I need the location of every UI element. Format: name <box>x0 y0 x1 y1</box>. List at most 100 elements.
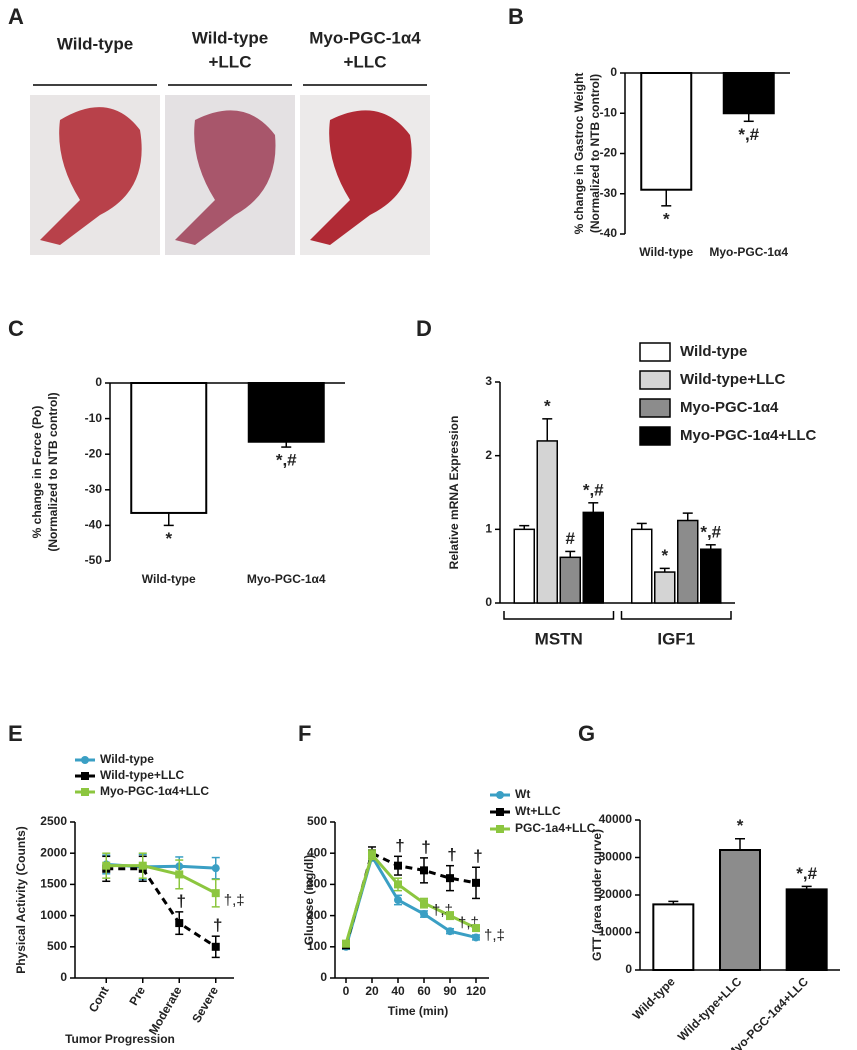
annotation: † <box>395 836 404 855</box>
y-tick-label: 0 <box>610 65 617 79</box>
annotation: † <box>213 916 222 935</box>
x-tick-label: Wild-type <box>639 245 693 259</box>
marker <box>175 870 184 879</box>
y-axis-label: GTT (area under curve) <box>590 829 604 961</box>
x-tick-label: 120 <box>466 984 486 998</box>
x-tick-label: 60 <box>417 984 431 998</box>
marker <box>211 864 220 873</box>
y-tick-label: 1000 <box>40 908 67 922</box>
marker <box>420 899 428 908</box>
y-axis-label: % change in Force (Po) <box>30 406 44 539</box>
photo-caption: Wild-type <box>57 34 133 53</box>
marker <box>446 911 454 920</box>
x-tick-label: 20 <box>365 984 379 998</box>
legend-label: Myo-PGC-1α4 <box>680 399 779 416</box>
marker <box>102 861 111 870</box>
marker <box>496 808 504 816</box>
bar <box>652 903 695 971</box>
x-tick-label: Cont <box>86 984 112 1015</box>
photo-caption: Wild-type <box>192 28 268 47</box>
marker <box>394 880 402 889</box>
photo <box>30 95 430 255</box>
y-tick-label: 40000 <box>599 812 633 826</box>
marker <box>394 861 402 870</box>
bar <box>631 528 653 604</box>
x-tick-label: Wild-type <box>142 572 196 586</box>
legend-label: Wt+LLC <box>515 804 561 818</box>
legend-label: Myo-PGC-1α4+LLC <box>100 784 209 798</box>
panel-label: C <box>8 316 24 341</box>
y-tick-label: 0 <box>625 962 632 976</box>
annotation: * <box>663 209 670 228</box>
x-tick-label: MSTN <box>535 629 583 648</box>
photo-caption: Myo-PGC-1α4 <box>309 28 421 47</box>
legend-swatch <box>639 370 671 390</box>
y-tick-label: -30 <box>600 186 618 200</box>
y-tick-label: -30 <box>85 482 103 496</box>
line <box>344 852 477 948</box>
bar <box>677 519 699 604</box>
bar <box>247 382 325 443</box>
y-tick-label: 2500 <box>40 814 67 828</box>
y-tick-label: -20 <box>85 446 103 460</box>
x-tick-label: 90 <box>443 984 457 998</box>
annotation: * <box>165 529 172 548</box>
marker <box>394 896 402 904</box>
y-tick-label: 0 <box>95 375 102 389</box>
marker <box>175 919 184 928</box>
y-tick-label: 2 <box>485 448 492 462</box>
x-axis-label: Time (min) <box>388 1004 448 1018</box>
x-tick-label: Severe <box>189 984 221 1025</box>
bar <box>654 571 676 604</box>
y-tick-label: 1 <box>485 522 492 536</box>
annotation: *,# <box>700 522 721 541</box>
legend-label: Myo-PGC-1α4+LLC <box>680 427 816 444</box>
x-axis-label: Tumor Progression <box>65 1032 175 1046</box>
bar <box>130 382 208 514</box>
legend-swatch <box>639 398 671 418</box>
y-tick-label: 400 <box>307 845 327 859</box>
y-tick-label: -20 <box>600 146 618 160</box>
y-axis-label: Physical Activity (Counts) <box>14 826 28 974</box>
y-tick-label: 0 <box>485 595 492 609</box>
y-tick-label: 200 <box>307 908 327 922</box>
y-axis-label: Glucose (mg/dl) <box>302 855 316 946</box>
panel-label: F <box>298 721 311 746</box>
y-tick-label: -50 <box>85 553 103 567</box>
legend-label: Wild-type+LLC <box>100 768 185 782</box>
photo-caption: +LLC <box>209 52 252 71</box>
marker <box>446 874 454 883</box>
marker <box>496 791 504 799</box>
y-tick-label: 500 <box>47 939 67 953</box>
line <box>106 864 217 895</box>
marker <box>472 924 480 933</box>
annotation: # <box>566 529 576 548</box>
annotation: †,‡ <box>224 892 245 909</box>
annotation: * <box>661 546 668 565</box>
legend-label: Wt <box>515 787 530 801</box>
panel-label: B <box>508 4 524 29</box>
line <box>344 851 477 946</box>
y-tick-label: -40 <box>600 226 618 240</box>
annotation: † <box>177 891 186 910</box>
marker <box>368 850 376 859</box>
marker <box>81 772 89 780</box>
bar <box>719 849 761 971</box>
panel-label: G <box>578 721 595 746</box>
annotation: † <box>447 845 456 864</box>
y-tick-label: 30000 <box>599 850 633 864</box>
y-tick-label: 1500 <box>40 877 67 891</box>
x-tick-label: Moderate <box>146 984 185 1037</box>
legend-label: Wild-type <box>100 752 154 766</box>
marker <box>420 866 428 875</box>
y-tick-label: 500 <box>307 814 327 828</box>
marker <box>472 933 480 942</box>
bar <box>700 548 722 604</box>
marker <box>342 939 350 948</box>
y-tick-label: 20000 <box>599 887 633 901</box>
y-axis-label: Relative mRNA Expression <box>447 416 461 570</box>
panel-label: D <box>416 316 432 341</box>
x-tick-label: 40 <box>391 984 405 998</box>
y-tick-label: 300 <box>307 877 327 891</box>
annotation: *,# <box>276 451 297 470</box>
